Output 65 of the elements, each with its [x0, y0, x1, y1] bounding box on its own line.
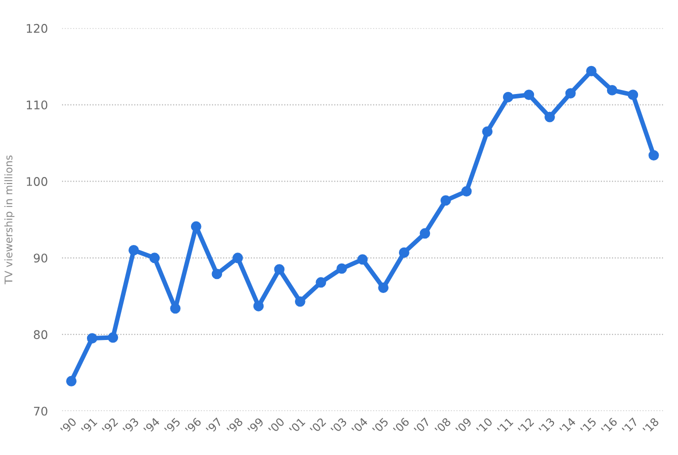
point — [212, 268, 222, 280]
y-tick-label: 110 — [26, 100, 48, 110]
x-tick-label: '00 — [268, 417, 285, 434]
x-tick-label: '98 — [226, 417, 244, 434]
point — [294, 296, 306, 307]
x-tick-label: '14 — [559, 417, 576, 434]
y-axis-title: TV viewership in millions — [4, 155, 14, 284]
point — [398, 247, 410, 258]
point — [66, 376, 77, 386]
x-tick-label: '10 — [476, 417, 493, 434]
x-tick-label: '07 — [414, 417, 430, 434]
x-tick-label: '04 — [351, 417, 368, 434]
x-tick-label: '97 — [206, 417, 222, 434]
x-tick-label: '12 — [518, 417, 534, 434]
point — [128, 245, 139, 256]
point — [316, 277, 326, 288]
x-tick-label: '02 — [310, 417, 326, 434]
point — [190, 221, 202, 232]
x-tick-label: '13 — [538, 417, 556, 434]
x-tick-label: '11 — [496, 418, 514, 434]
y-tick-label: 70 — [34, 406, 48, 416]
x-tick-label: '18 — [642, 417, 660, 434]
point — [108, 332, 118, 343]
x-tick-label: '93 — [122, 417, 140, 434]
y-tick-label: 80 — [34, 330, 48, 340]
x-tick-label: '06 — [392, 417, 410, 434]
point — [544, 112, 555, 122]
x-tick-label: '17 — [622, 417, 638, 434]
point — [482, 126, 493, 137]
point — [502, 92, 514, 102]
point — [628, 90, 638, 100]
point — [606, 85, 618, 96]
point — [420, 228, 430, 239]
x-tick-label: '15 — [580, 417, 597, 434]
x-tick-label: '05 — [372, 417, 389, 434]
point — [149, 252, 160, 264]
point — [86, 333, 98, 344]
x-tick-label: '96 — [184, 417, 202, 434]
x-tick-label: '09 — [455, 417, 472, 434]
y-tick-label: 100 — [26, 177, 48, 186]
x-tick-label: '91 — [80, 417, 98, 434]
point — [336, 263, 347, 274]
point — [357, 254, 368, 265]
y-tick-label: 90 — [34, 254, 48, 263]
point — [253, 300, 264, 312]
point — [274, 264, 285, 275]
x-tick-label: '08 — [434, 417, 452, 434]
x-tick-label: '01 — [288, 417, 306, 434]
x-tick-label: '92 — [102, 417, 118, 434]
point — [648, 150, 659, 161]
x-tick-label: '03 — [330, 417, 348, 434]
point — [232, 252, 243, 264]
y-tick-label: 120 — [26, 24, 48, 33]
x-tick-label: '94 — [143, 417, 160, 434]
x-tick-label: '16 — [600, 417, 618, 434]
x-tick-label: '99 — [247, 417, 264, 434]
point — [440, 195, 451, 206]
x-tick-label: '95 — [164, 417, 181, 434]
point — [586, 66, 597, 76]
x-tick-label: '90 — [60, 417, 77, 434]
point — [565, 88, 576, 98]
point — [461, 186, 472, 196]
point — [524, 90, 534, 100]
point — [170, 303, 181, 314]
point — [378, 282, 389, 293]
